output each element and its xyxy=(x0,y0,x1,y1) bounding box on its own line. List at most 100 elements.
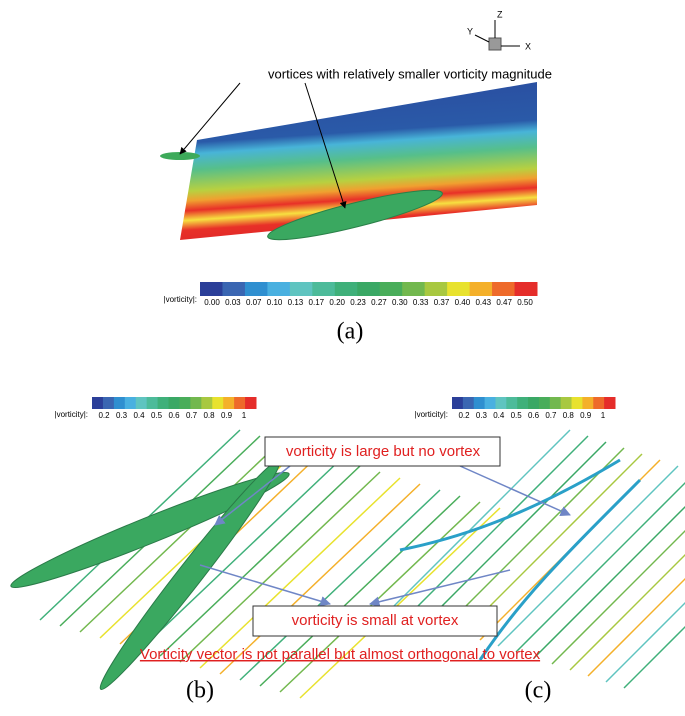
colorbar-tick-label: 0.3 xyxy=(476,411,488,420)
streamline xyxy=(219,483,421,675)
colorbar-label: |vorticity|: xyxy=(415,410,449,419)
streamline xyxy=(533,505,685,659)
streamline xyxy=(605,601,685,683)
colorbar-segment xyxy=(244,282,268,296)
colorbar-segment xyxy=(495,397,507,409)
colorbar-tick-label: 0.27 xyxy=(371,298,387,307)
vortex xyxy=(267,189,443,241)
colorbar-tick-label: 0.3 xyxy=(116,411,128,420)
streamline xyxy=(551,529,685,665)
colorbar-segment xyxy=(135,397,148,409)
colorbar-tick-label: 0.30 xyxy=(392,298,408,307)
colorbar-segment xyxy=(201,397,213,409)
streamline xyxy=(461,453,643,635)
colorbar-segment xyxy=(549,397,562,409)
streamline xyxy=(569,553,685,671)
colorbar-segment xyxy=(312,282,336,296)
streamline xyxy=(159,465,361,657)
colorbar-segment xyxy=(528,397,540,409)
colorbar-tick-label: 0.17 xyxy=(309,298,325,307)
colorbar-segment xyxy=(146,397,159,409)
colorbar: 0.2 0.3 0.4 0.5 0.6 0.7 0.8 0.9 1 xyxy=(452,397,616,420)
colorbar-segment xyxy=(484,397,496,409)
streamline xyxy=(623,625,685,689)
colorbar-tick-label: 0.5 xyxy=(151,411,163,420)
colorbar-tick-label: 0.10 xyxy=(267,298,283,307)
colorbar-tick-label: 0.50 xyxy=(517,298,533,307)
colorbar-segment xyxy=(334,282,358,296)
colorbar-segment xyxy=(473,397,486,409)
colorbar-tick-label: 0.37 xyxy=(434,298,450,307)
arrow xyxy=(179,82,241,155)
colorbar-segment xyxy=(200,282,223,296)
streamline xyxy=(587,577,685,677)
colorbar: 0.2 0.3 0.4 0.5 0.6 0.7 0.8 0.9 1 xyxy=(92,397,257,420)
colorbar-tick-label: 0.03 xyxy=(225,298,241,307)
colorbar-tick-label: 0.47 xyxy=(496,298,512,307)
colorbar-segment xyxy=(267,282,291,296)
colorbar-segment xyxy=(560,397,573,409)
colorbar-tick-label: 0.9 xyxy=(580,411,592,420)
colorbar-tick-label: 0.23 xyxy=(350,298,366,307)
colorbar-segment xyxy=(514,282,538,296)
vortex-line xyxy=(399,458,621,552)
colorbar-segment xyxy=(492,282,516,296)
streamline xyxy=(239,489,441,681)
callout-box xyxy=(252,605,498,637)
axis-triad: Z Y X xyxy=(467,9,531,51)
colorbar-tick-label: 1 xyxy=(601,411,606,420)
colorbar-tick-label: 0.2 xyxy=(458,411,470,420)
colorbar-tick-label: 1 xyxy=(242,411,247,420)
colorbar-segment xyxy=(289,282,313,296)
colorbar-segment xyxy=(357,282,381,296)
colorbar-tick-label: 0.4 xyxy=(133,411,145,420)
callout-box xyxy=(264,436,501,467)
streamline xyxy=(407,435,589,617)
colorbar-segment xyxy=(506,397,518,409)
colorbar-segment xyxy=(102,397,115,409)
colorbar-segment xyxy=(379,282,403,296)
colorbar-segment xyxy=(245,397,257,409)
colorbar-segment xyxy=(571,397,583,409)
streamline xyxy=(515,481,685,653)
streamline xyxy=(389,429,571,611)
colorbar-tick-label: 0.6 xyxy=(168,411,180,420)
colorbar-segment xyxy=(113,397,126,409)
streamline xyxy=(443,447,625,629)
colorbar-segment xyxy=(223,397,235,409)
colorbar-segment xyxy=(92,397,104,409)
vortex xyxy=(160,152,200,160)
colorbar-segment xyxy=(452,397,464,409)
colorbar-tick-label: 0.00 xyxy=(204,298,220,307)
vorticity-plane xyxy=(180,82,537,240)
colorbar-segment xyxy=(402,282,426,296)
caption: (c) xyxy=(525,678,552,704)
colorbar-tick-label: 0.7 xyxy=(545,411,557,420)
colorbar-segment xyxy=(604,397,616,409)
colorbar-tick-label: 0.43 xyxy=(475,298,491,307)
colorbar-segment xyxy=(179,397,191,409)
axis-y: Y xyxy=(467,26,473,36)
colorbar-segment xyxy=(168,397,180,409)
streamline xyxy=(299,507,501,699)
vortex-line xyxy=(478,478,642,661)
colorbar-segment xyxy=(190,397,202,409)
colorbar-tick-label: 0.9 xyxy=(221,411,233,420)
colorbar: 0.00 0.03 0.07 0.10 0.13 0.17 0.20 0.23 0.27 0.30… xyxy=(200,282,538,307)
caption: (b) xyxy=(186,678,214,704)
colorbar-tick-label: 0.07 xyxy=(246,298,262,307)
callout: vorticity is small at vortex xyxy=(292,612,459,629)
colorbar-segment xyxy=(469,282,493,296)
colorbar-tick-label: 0.33 xyxy=(413,298,429,307)
colorbar-tick-label: 0.20 xyxy=(329,298,345,307)
colorbar-segment xyxy=(157,397,170,409)
colorbar-tick-label: 0.2 xyxy=(98,411,110,420)
colorbar-segment xyxy=(124,397,137,409)
colorbar-tick-label: 0.13 xyxy=(288,298,304,307)
colorbar-tick-label: 0.5 xyxy=(511,411,523,420)
streamline xyxy=(179,471,381,663)
streamline xyxy=(259,495,461,687)
colorbar-segment xyxy=(517,397,529,409)
note: Vorticity vector is not parallel but alm… xyxy=(140,646,541,663)
